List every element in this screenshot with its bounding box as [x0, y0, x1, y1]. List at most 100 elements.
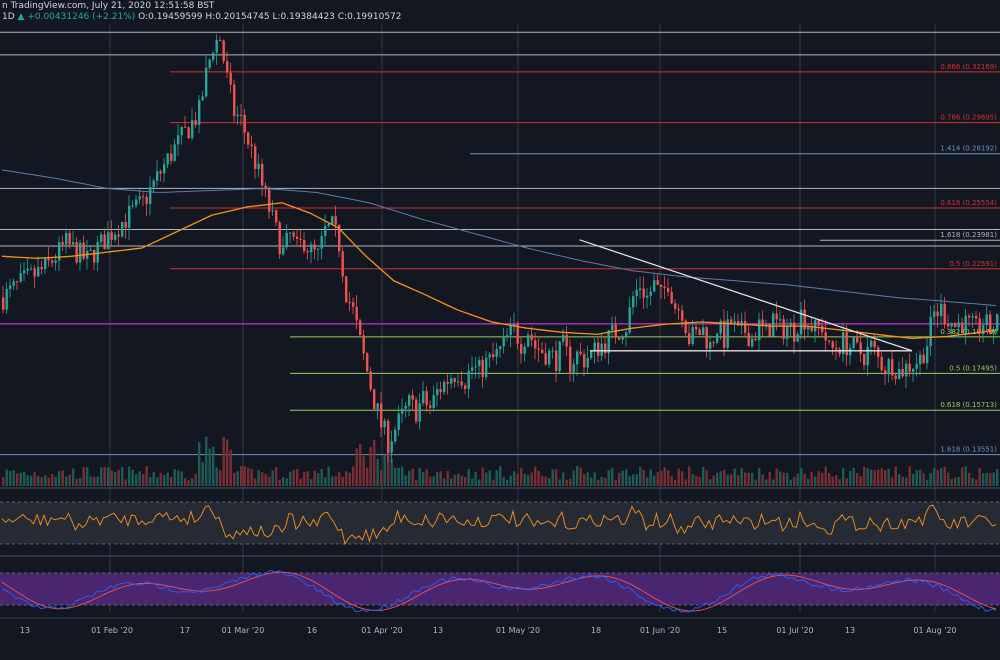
volume-bar-35 — [124, 479, 127, 486]
candle-212 — [744, 320, 747, 333]
candle-5 — [19, 273, 22, 282]
candle-198 — [695, 326, 698, 330]
candle-66 — [233, 84, 236, 117]
volume-bar-109 — [383, 454, 386, 486]
candle-275 — [964, 315, 967, 333]
candle-96 — [338, 224, 341, 252]
volume-bar-148 — [520, 468, 523, 486]
volume-bar-184 — [646, 477, 649, 486]
volume-bar-65 — [229, 449, 232, 486]
candle-128 — [450, 378, 453, 384]
candle-153 — [537, 348, 540, 350]
volume-bar-78 — [275, 467, 278, 486]
candle-7 — [26, 268, 29, 271]
candle-18 — [65, 233, 68, 245]
candle-21 — [75, 242, 78, 263]
candle-233 — [817, 319, 820, 326]
candle-27 — [96, 242, 99, 263]
volume-bar-113 — [397, 467, 400, 486]
candle-43 — [152, 180, 155, 188]
volume-bar-47 — [166, 472, 169, 486]
stoch-d-line — [1, 571, 997, 612]
candle-188 — [660, 284, 663, 287]
volume-bar-59 — [208, 448, 211, 486]
volume-bar-79 — [278, 479, 281, 486]
candle-14 — [51, 260, 54, 263]
volume-bar-192 — [674, 479, 677, 486]
volume-bar-178 — [625, 469, 628, 486]
volume-bar-278 — [975, 479, 978, 486]
candle-52 — [184, 126, 187, 128]
volume-bar-138 — [485, 472, 488, 486]
volume-bar-200 — [702, 466, 705, 486]
volume-bar-121 — [425, 469, 428, 486]
candle-38 — [135, 199, 138, 206]
volume-bar-38 — [135, 474, 138, 486]
candle-68 — [240, 114, 243, 116]
volume-bar-141 — [495, 470, 498, 486]
candle-197 — [691, 326, 694, 344]
volume-bar-266 — [933, 468, 936, 486]
volume-bar-211 — [740, 468, 743, 486]
candle-282 — [989, 314, 992, 334]
volume-bar-5 — [19, 472, 22, 486]
candle-115 — [404, 405, 407, 409]
candle-138 — [485, 357, 488, 378]
header-close: C:0.19910572 — [337, 12, 402, 22]
volume-bar-268 — [940, 467, 943, 486]
candle-143 — [502, 336, 505, 347]
candle-53 — [187, 127, 190, 139]
volume-bars — [2, 436, 999, 486]
volume-bar-280 — [982, 473, 985, 486]
volume-bar-74 — [261, 472, 264, 486]
volume-bar-283 — [992, 472, 995, 486]
volume-bar-44 — [156, 477, 159, 486]
volume-bar-242 — [849, 470, 852, 486]
candle-95 — [334, 216, 337, 225]
volume-bar-123 — [432, 476, 435, 486]
volume-bar-203 — [712, 475, 715, 486]
candle-231 — [810, 325, 813, 332]
volume-bar-29 — [103, 467, 106, 486]
volume-bar-62 — [219, 470, 222, 486]
volume-bar-165 — [579, 467, 582, 486]
candle-122 — [429, 405, 432, 408]
candle-51 — [180, 126, 183, 136]
volume-bar-137 — [481, 467, 484, 486]
candle-129 — [453, 378, 456, 382]
volume-bar-104 — [366, 467, 369, 486]
volume-bar-207 — [726, 474, 729, 486]
candle-180 — [632, 296, 635, 308]
volume-bar-144 — [506, 479, 509, 486]
candle-114 — [401, 408, 404, 414]
candle-108 — [380, 403, 383, 428]
candle-271 — [950, 323, 953, 327]
candle-57 — [201, 96, 204, 101]
volume-bar-270 — [947, 472, 950, 486]
candle-163 — [572, 364, 575, 373]
volume-bar-201 — [705, 470, 708, 486]
volume-bar-77 — [271, 470, 274, 486]
candle-6 — [23, 270, 26, 274]
volume-bar-257 — [901, 476, 904, 486]
volume-bar-92 — [324, 477, 327, 486]
candle-58 — [205, 67, 208, 97]
candle-149 — [523, 346, 526, 354]
candle-274 — [961, 322, 964, 333]
candle-251 — [880, 356, 883, 371]
candle-89 — [313, 244, 316, 250]
volume-bar-135 — [474, 471, 477, 486]
x-tick-3: 01 Mar '20 — [222, 626, 265, 635]
stoch-k-line — [1, 570, 997, 613]
candle-199 — [698, 329, 701, 335]
candle-73 — [257, 163, 260, 169]
volume-bar-179 — [628, 476, 631, 486]
candle-72 — [254, 146, 257, 169]
volume-bar-259 — [908, 466, 911, 486]
candle-37 — [131, 205, 134, 207]
candle-203 — [712, 342, 715, 344]
fib-levels: 0.886 (0.32169) 0.786 (0.29695) 1.414 (0.2… — [0, 31, 1000, 456]
x-tick-0: 13 — [20, 626, 30, 635]
candle-25 — [89, 249, 92, 251]
